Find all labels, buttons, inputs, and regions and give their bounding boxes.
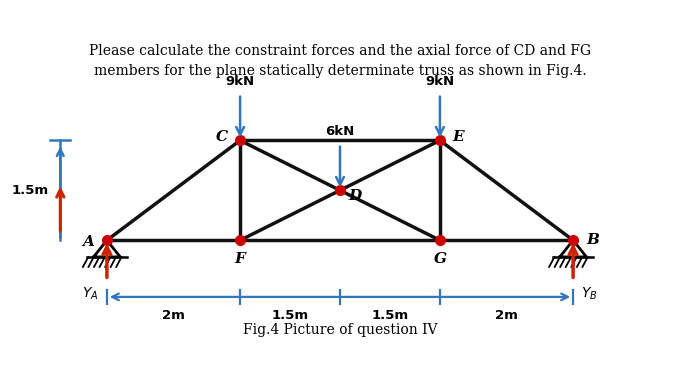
- Text: A: A: [83, 234, 94, 249]
- Text: C: C: [216, 130, 228, 144]
- Text: Please calculate the constraint forces and the axial force of CD and FG: Please calculate the constraint forces a…: [89, 44, 591, 58]
- Text: 9kN: 9kN: [426, 76, 454, 88]
- Text: 6kN: 6kN: [326, 125, 355, 138]
- Text: G: G: [433, 252, 447, 266]
- Text: 9kN: 9kN: [225, 76, 255, 88]
- Text: B: B: [587, 233, 599, 247]
- Text: Fig.4 Picture of question IV: Fig.4 Picture of question IV: [243, 323, 438, 337]
- Text: 1.5m: 1.5m: [372, 309, 409, 322]
- Text: 2m: 2m: [495, 309, 518, 322]
- Text: $Y_A$: $Y_A$: [83, 286, 99, 303]
- Text: members for the plane statically determinate truss as shown in Fig.4.: members for the plane statically determi…: [94, 64, 587, 78]
- Text: F: F: [234, 252, 246, 266]
- Text: $Y_B$: $Y_B$: [581, 286, 598, 303]
- Text: 2m: 2m: [162, 309, 185, 322]
- Text: 1.5m: 1.5m: [11, 184, 48, 197]
- Text: 1.5m: 1.5m: [272, 309, 309, 322]
- Text: E: E: [453, 130, 464, 144]
- Text: D: D: [348, 188, 361, 203]
